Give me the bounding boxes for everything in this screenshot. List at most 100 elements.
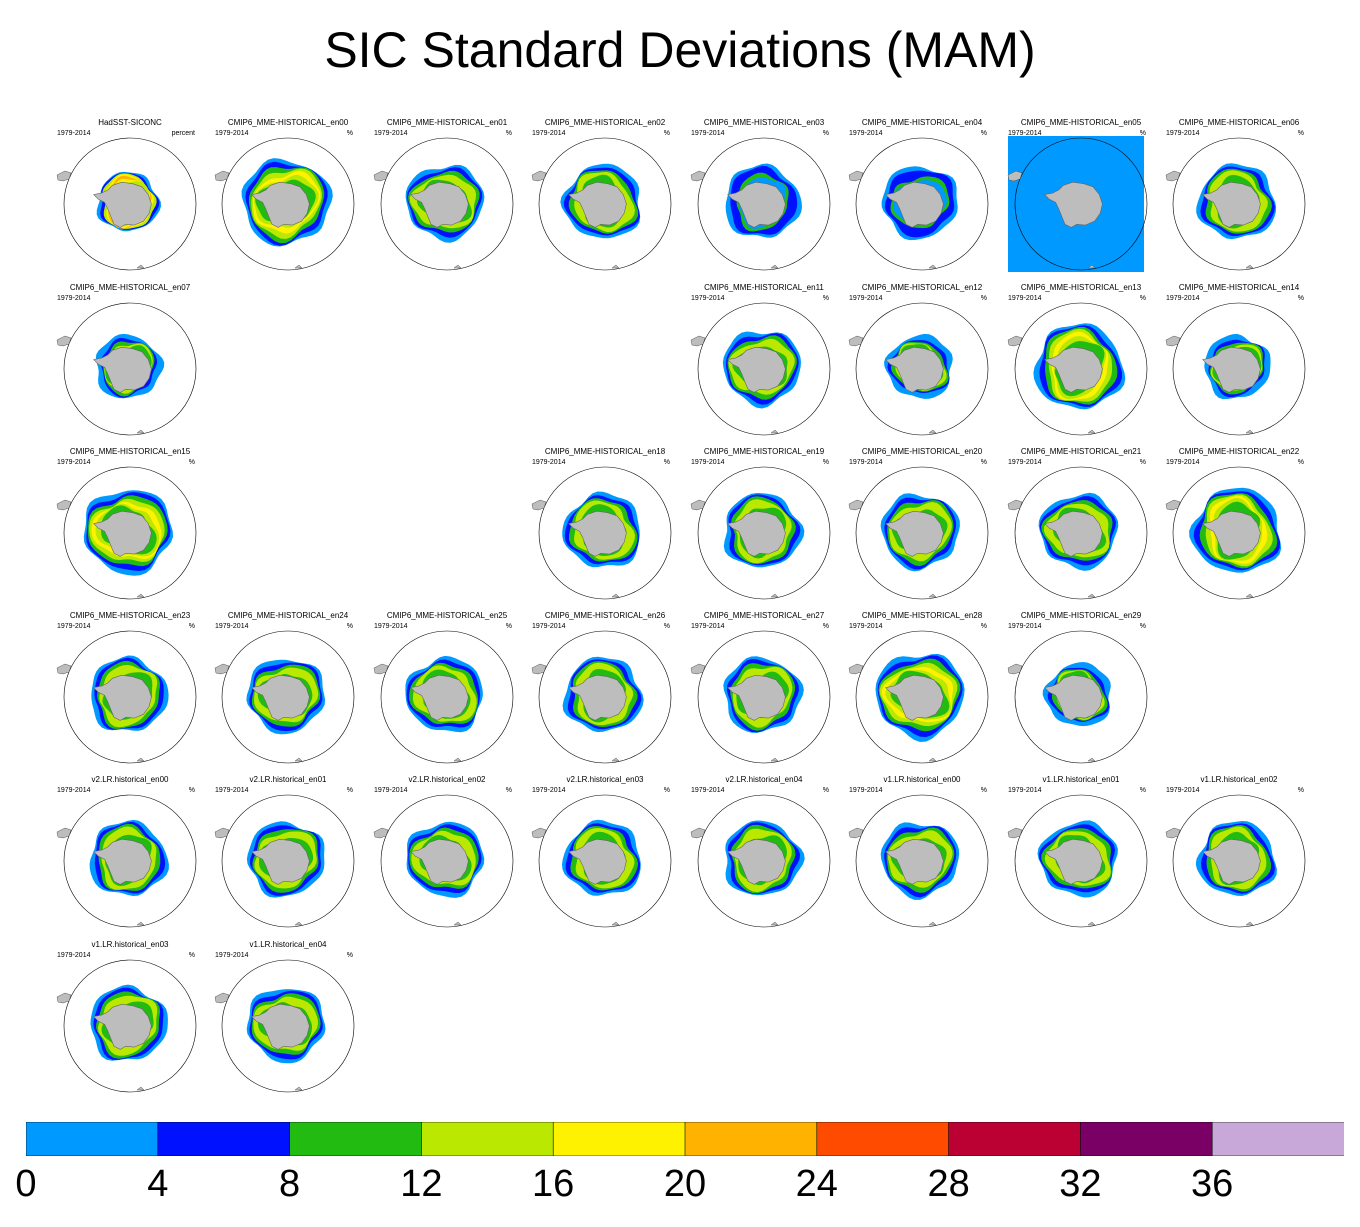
panel-period: 1979-2014 (849, 130, 883, 137)
antarctica-landmass (1202, 510, 1261, 557)
polar-stereographic-map (1165, 137, 1306, 271)
south-america-landmass (531, 170, 547, 182)
polar-stereographic-map (373, 630, 514, 764)
panel-title: CMIP6_MME-HISTORICAL_en23 (69, 611, 191, 620)
map-boundary (855, 466, 989, 600)
colorbar-swatch (289, 1122, 423, 1156)
south-america-landmass (214, 170, 230, 182)
panel-title: CMIP6_MME-HISTORICAL_en04 (861, 118, 983, 127)
panel-period: 1979-2014 (849, 623, 883, 630)
map-panel: CMIP6_MME-HISTORICAL_en04 1979-2014% (847, 118, 997, 278)
panel-period: 1979-2014 (374, 623, 408, 630)
map-panel: v1.LR.historical_en02 1979-2014% (1164, 775, 1314, 935)
panel-units: percent (171, 130, 195, 137)
south-america-landmass (1007, 170, 1023, 182)
panel-units: % (1139, 295, 1146, 302)
panel-units: % (822, 623, 829, 630)
map-panel: CMIP6_MME-HISTORICAL_en13 1979-2014% (1006, 283, 1156, 443)
antarctica-landmass (410, 674, 469, 721)
antarctica-landmass (93, 346, 152, 393)
figure-title: SIC Standard Deviations (MAM) (324, 22, 1036, 78)
map-boundary (221, 630, 355, 764)
polar-stereographic-map (1165, 466, 1306, 600)
map-panel: v2.LR.historical_en03 1979-2014% (530, 775, 680, 935)
panel-title: CMIP6_MME-HISTORICAL_en26 (544, 611, 666, 620)
map-panel: v1.LR.historical_en04 1979-2014% (213, 940, 363, 1100)
panel-period: 1979-2014 (691, 623, 725, 630)
panel-period: 1979-2014 (532, 787, 566, 794)
panel-title: CMIP6_MME-HISTORICAL_en28 (861, 611, 983, 620)
map-panel: CMIP6_MME-HISTORICAL_en27 1979-2014% (689, 611, 839, 771)
antarctica-landmass (1044, 510, 1103, 557)
panel-title: v2.LR.historical_en04 (725, 775, 803, 784)
polar-stereographic-map (373, 137, 514, 271)
panel-title: v2.LR.historical_en03 (566, 775, 644, 784)
colorbar-tick-label: 16 (532, 1163, 575, 1205)
map-panel: CMIP6_MME-HISTORICAL_en15 1979-2014% (55, 447, 205, 607)
panel-title: CMIP6_MME-HISTORICAL_en18 (544, 447, 666, 456)
panel-units: % (663, 130, 670, 137)
colorbar-swatch (1211, 1122, 1344, 1156)
island-landmass (136, 264, 145, 269)
map-panel: CMIP6_MME-HISTORICAL_en28 1979-2014% (847, 611, 997, 771)
map-panel: CMIP6_MME-HISTORICAL_en22 1979-2014% (1164, 447, 1314, 607)
map-boundary (1014, 630, 1148, 764)
polar-stereographic-map (56, 959, 197, 1093)
polar-stereographic-map (1007, 302, 1148, 436)
map-boundary (538, 630, 672, 764)
antarctica-landmass (885, 346, 944, 393)
antarctica-landmass (727, 674, 786, 721)
polar-stereographic-map (848, 137, 989, 271)
colorbar (26, 1122, 1344, 1156)
south-america-landmass (56, 335, 72, 347)
panel-title: CMIP6_MME-HISTORICAL_en13 (1020, 283, 1142, 292)
map-panel: HadSST-SICONC 1979-2014 percent (55, 118, 205, 278)
panel-units: % (822, 295, 829, 302)
island-landmass (611, 593, 620, 598)
map-boundary (697, 794, 831, 928)
panel-period: 1979-2014 (215, 623, 249, 630)
antarctica-landmass (93, 838, 152, 885)
map-boundary (538, 137, 672, 271)
colorbar-tick-label: 20 (663, 1163, 707, 1205)
island-landmass (294, 757, 303, 762)
polar-stereographic-map (848, 630, 989, 764)
map-boundary (697, 466, 831, 600)
island-landmass (928, 921, 937, 926)
map-panel: CMIP6_MME-HISTORICAL_en02 1979-2014% (530, 118, 680, 278)
map-panel: CMIP6_MME-HISTORICAL_en26 1979-2014% (530, 611, 680, 771)
island-landmass (1087, 757, 1096, 762)
island-landmass (453, 757, 462, 762)
island-landmass (611, 921, 620, 926)
island-landmass (770, 593, 779, 598)
panel-units: % (346, 623, 353, 630)
island-landmass (1087, 921, 1096, 926)
colorbar-tick-label: 24 (795, 1163, 838, 1205)
antarctica-landmass (727, 181, 786, 228)
polar-stereographic-map (531, 466, 672, 600)
island-landmass (136, 593, 145, 598)
south-america-landmass (1165, 170, 1181, 182)
panel-period: 1979-2014 (215, 130, 249, 137)
map-boundary (63, 137, 197, 271)
south-america-landmass (373, 827, 389, 839)
panel-period: 1979-2014 (849, 459, 883, 466)
panel-period: 1979-2014 (849, 295, 883, 302)
map-panel: v1.LR.historical_en03 1979-2014% (55, 940, 205, 1100)
island-landmass (928, 757, 937, 762)
polar-stereographic-map (690, 630, 831, 764)
map-boundary (1014, 302, 1148, 436)
island-landmass (928, 264, 937, 269)
panel-units: % (1139, 459, 1146, 466)
south-america-landmass (690, 499, 706, 511)
panel-title: CMIP6_MME-HISTORICAL_en19 (703, 447, 825, 456)
antarctica-landmass (885, 510, 944, 557)
panel-period: 1979-2014 (1166, 295, 1200, 302)
map-boundary (63, 959, 197, 1093)
panel-title: CMIP6_MME-HISTORICAL_en11 (704, 283, 824, 292)
antarctica-landmass (251, 838, 310, 885)
south-america-landmass (531, 663, 547, 675)
south-america-landmass (56, 499, 72, 511)
panel-title: CMIP6_MME-HISTORICAL_en07 (69, 283, 191, 292)
polar-stereographic-map (56, 302, 197, 436)
